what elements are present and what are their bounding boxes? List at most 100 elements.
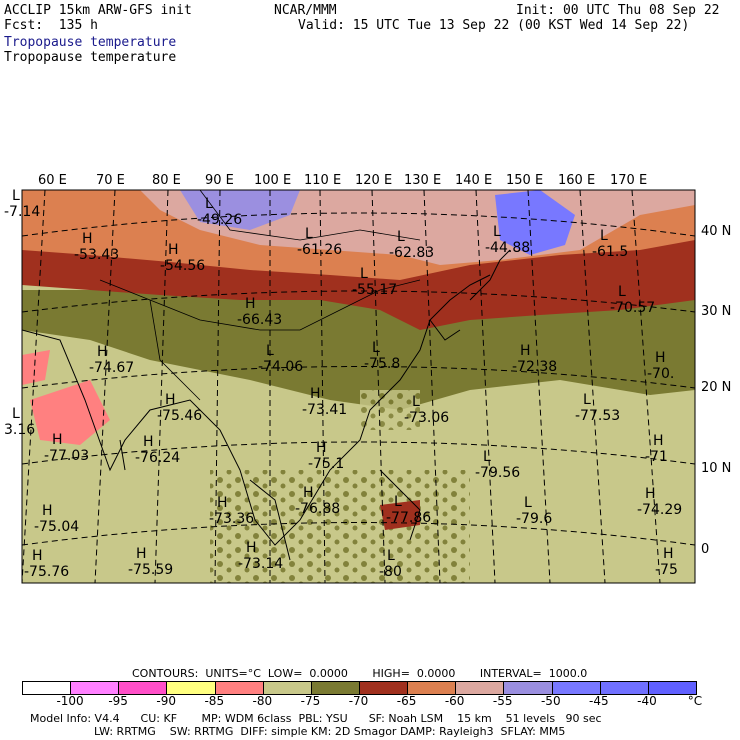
legend-ticks: -100 -95 -90 -85 -80 -75 -70 -65 -60 -55 -50 -45 -40… xyxy=(0,694,740,708)
legend-tick-label: -80 xyxy=(252,694,273,708)
contour-field-title: Tropopause temperature xyxy=(4,50,177,65)
legend-swatch xyxy=(119,682,168,694)
shaded-field-title: Tropopause temperature xyxy=(4,35,177,50)
high-marker: H xyxy=(82,231,93,247)
longitude-labels: 60 E 70 E 80 E 90 E 100 E 110 E 120 E 13… xyxy=(38,173,647,188)
lon-label: 130 E xyxy=(404,173,441,188)
extremum-value: -77.03 xyxy=(44,448,89,464)
extremum-value: -44.88 xyxy=(485,240,530,256)
high-marker: H xyxy=(42,503,53,519)
low-marker: L xyxy=(524,495,532,511)
legend-tick-label: -75 xyxy=(300,694,321,708)
legend-tick-label: -50 xyxy=(540,694,561,708)
shaded-field xyxy=(22,190,695,583)
extremum-value: -72.38 xyxy=(512,359,557,375)
map-frame xyxy=(21,189,696,584)
low-marker: L xyxy=(583,392,591,408)
high-marker: H xyxy=(655,350,666,366)
high-marker: H xyxy=(303,485,314,501)
low-marker: L xyxy=(12,406,20,422)
extremum-value: -66.43 xyxy=(237,312,282,328)
center-name: NCAR/MMM xyxy=(274,3,337,18)
extremum-value: -79.56 xyxy=(475,465,520,481)
legend-swatch xyxy=(23,682,72,694)
low-marker: L xyxy=(387,548,395,564)
legend-tick-label: -40 xyxy=(637,694,657,708)
high-marker: H xyxy=(52,432,63,448)
legend-swatch xyxy=(215,682,264,694)
high-marker: H xyxy=(653,433,664,449)
high-marker: H xyxy=(316,440,327,456)
legend-swatch xyxy=(263,682,312,694)
legend-tick-label: -60 xyxy=(444,694,465,708)
legend-tick-label: -100 xyxy=(56,694,84,708)
low-marker: L xyxy=(397,229,405,245)
extremum-value: -76.88 xyxy=(295,501,340,517)
init-time: Init: 00 UTC Thu 08 Sep 22 xyxy=(516,3,720,18)
extrema-labels: L-49.26L-61.26L-62.83L-44.88L-61.5H-53.4… xyxy=(4,188,682,580)
legend-swatch xyxy=(504,682,553,694)
extremum-value: 3.16 xyxy=(4,422,35,438)
lat-label: 20 N xyxy=(701,380,731,395)
low-marker: L xyxy=(483,449,491,465)
lon-label: 80 E xyxy=(152,173,181,188)
extremum-value: -75.76 xyxy=(24,564,69,580)
high-marker: H xyxy=(97,344,108,360)
lon-label: 160 E xyxy=(558,173,595,188)
low-marker: L xyxy=(412,394,420,410)
lon-label: 120 E xyxy=(355,173,392,188)
extremum-value: -75 xyxy=(655,562,678,578)
legend-swatch xyxy=(408,682,457,694)
high-marker: H xyxy=(310,386,321,402)
high-marker: H xyxy=(143,434,154,450)
extremum-value: -75.04 xyxy=(34,519,79,535)
low-marker: L xyxy=(305,226,313,242)
legend-swatch xyxy=(456,682,505,694)
extremum-value: -76.24 xyxy=(135,450,180,466)
high-marker: H xyxy=(645,486,656,502)
low-marker: L xyxy=(493,224,501,240)
lon-label: 170 E xyxy=(610,173,647,188)
model-title: ACCLIP 15km ARW-GFS init xyxy=(4,3,192,18)
lat-label: 10 N xyxy=(701,461,731,476)
legend-tick-label: -55 xyxy=(492,694,513,708)
extremum-value: -70.57 xyxy=(610,300,655,316)
lon-label: 140 E xyxy=(455,173,492,188)
model-info-line1: Model Info: V4.4 CU: KF MP: WDM 6class P… xyxy=(30,712,602,725)
lon-label: 150 E xyxy=(506,173,543,188)
legend-tick-label: -85 xyxy=(204,694,225,708)
high-marker: H xyxy=(217,495,228,511)
legend-tick-label: -65 xyxy=(396,694,417,708)
high-marker: H xyxy=(663,546,674,562)
legend-tick-label: -95 xyxy=(108,694,128,708)
low-marker: L xyxy=(360,266,368,282)
contour-info: CONTOURS: UNITS=°C LOW= 0.0000 HIGH= 0.0… xyxy=(132,667,588,680)
legend-tick-label: -70 xyxy=(348,694,369,708)
lon-label: 110 E xyxy=(304,173,341,188)
extremum-value: -75.8 xyxy=(364,356,400,372)
extremum-value: -77.86 xyxy=(386,510,431,526)
low-marker: L xyxy=(205,196,213,212)
extremum-value: -70. xyxy=(647,366,674,382)
graticule xyxy=(22,190,695,583)
legend-swatch xyxy=(311,682,360,694)
color-legend xyxy=(22,681,697,695)
low-marker: L xyxy=(12,188,20,204)
legend-swatch xyxy=(167,682,216,694)
extremum-value: -7.14 xyxy=(4,204,40,220)
extremum-value: -73.14 xyxy=(238,556,283,572)
low-marker: L xyxy=(394,494,402,510)
extremum-value: -54.56 xyxy=(160,258,205,274)
high-marker: H xyxy=(168,242,179,258)
low-marker: L xyxy=(266,343,274,359)
legend-swatch xyxy=(552,682,601,694)
extremum-value: -71 xyxy=(645,449,668,465)
extremum-value: -80 xyxy=(379,564,402,580)
extremum-value: -75.46 xyxy=(157,408,202,424)
high-marker: H xyxy=(136,546,147,562)
high-marker: H xyxy=(246,540,257,556)
low-marker: L xyxy=(618,284,626,300)
extremum-value: -74.67 xyxy=(89,360,134,376)
legend-swatch xyxy=(359,682,409,694)
legend-swatch xyxy=(71,682,120,694)
